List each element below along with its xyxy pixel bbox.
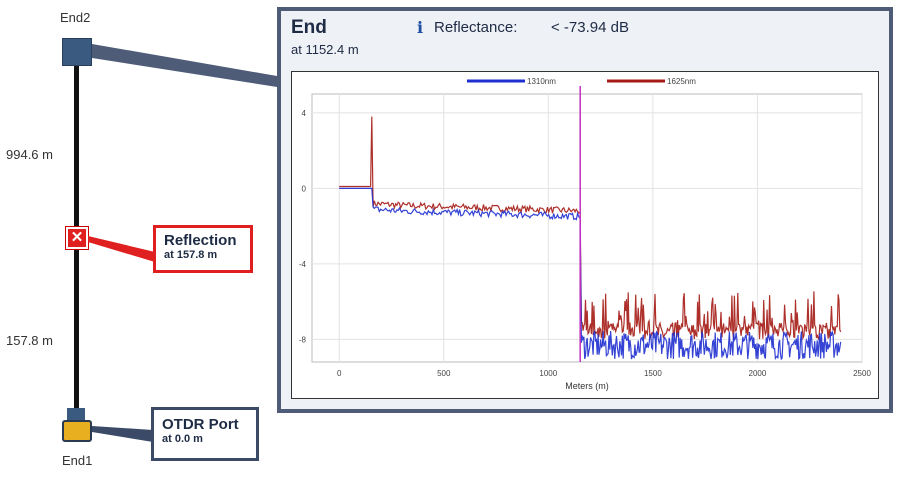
upper-distance-label: 994.6 m	[6, 147, 53, 162]
y-tick-label: 0	[302, 184, 307, 193]
reflectance-value: < -73.94 dB	[551, 19, 629, 36]
end2-label: End2	[60, 10, 91, 25]
otdr-port-callout-distance: at 0.0 m	[162, 433, 203, 445]
series-line-1310nm	[339, 187, 842, 361]
panel-title: End	[291, 17, 327, 38]
otdr-trace-chart: 0 500 1000 1500 2000 2500 4 0 -4 -8 Meters (m) 1310…	[299, 77, 872, 391]
reflection-callout[interactable]: Reflection at 157.8 m	[153, 225, 253, 273]
port-wedge	[92, 426, 153, 442]
reflectance-label: Reflectance:	[434, 19, 518, 36]
x-tick-label: 1000	[539, 369, 557, 378]
y-tick-label: -4	[299, 260, 307, 269]
lower-distance-label: 157.8 m	[6, 333, 53, 348]
end2-to-panel-wedge	[92, 44, 277, 87]
x-axis-label: Meters (m)	[565, 381, 609, 391]
x-tick-label: 500	[437, 369, 451, 378]
legend-label: 1625nm	[667, 77, 696, 86]
info-icon: i	[417, 18, 424, 37]
otdr-port-callout-title: OTDR Port	[162, 416, 239, 433]
reflection-wedge	[88, 236, 155, 262]
otdr-port-node[interactable]	[62, 420, 92, 442]
reflection-callout-distance: at 157.8 m	[164, 249, 218, 261]
x-tick-label: 1500	[644, 369, 662, 378]
otdr-trace-plot: 0 500 1000 1500 2000 2500 4 0 -4 -8 Meters (m) 1310…	[291, 71, 879, 399]
otdr-port-connector	[67, 408, 85, 422]
x-tick-label: 2000	[749, 369, 767, 378]
series-line-1625nm	[339, 116, 842, 341]
end1-label: End1	[62, 453, 93, 468]
end2-node[interactable]	[62, 38, 92, 66]
legend-label: 1310nm	[527, 77, 556, 86]
y-tick-label: -8	[299, 335, 307, 344]
reflection-marker[interactable]: ✕	[66, 227, 88, 249]
otdr-port-callout[interactable]: OTDR Port at 0.0 m	[151, 407, 259, 461]
panel-distance: at 1152.4 m	[291, 42, 359, 57]
reflection-callout-title: Reflection	[164, 232, 237, 249]
x-tick-label: 0	[337, 369, 342, 378]
x-tick-label: 2500	[853, 369, 871, 378]
end-detail-panel: End at 1152.4 m i Reflectance: < -73.94 …	[277, 7, 893, 413]
y-tick-label: 4	[302, 109, 307, 118]
